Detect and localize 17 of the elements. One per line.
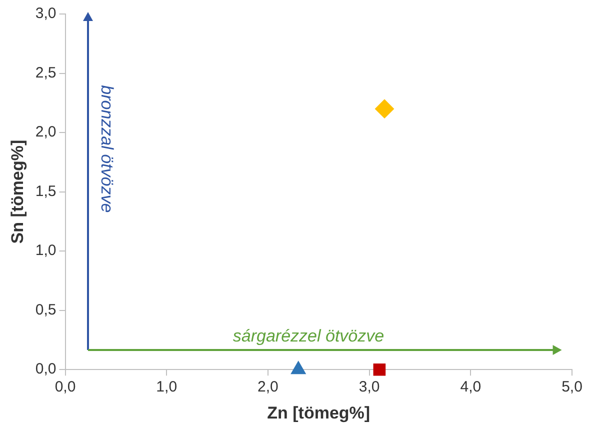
x-axis-title: Zn [tömeg%]	[267, 403, 370, 422]
y-tick-label: 2,5	[35, 64, 56, 82]
x-tick-label: 4,0	[460, 378, 482, 396]
y-tick-label: 1,0	[35, 242, 56, 260]
y-tick-label: 2,0	[35, 124, 56, 141]
x-tick-label: 0,0	[54, 378, 76, 396]
x-tick-label: 3,0	[358, 378, 380, 396]
annotation: bronzzal ötvözve	[97, 85, 116, 213]
y-tick-label: 0,0	[35, 360, 56, 378]
annotation: sárgarézzel ötvözve	[232, 326, 384, 346]
x-tick-label: 1,0	[156, 378, 178, 396]
y-tick-label: 3,0	[35, 5, 56, 22]
y-axis-title: Sn [tömeg%]	[8, 140, 27, 244]
y-tick-label: 1,5	[35, 182, 56, 200]
x-tick-label: 2,0	[258, 378, 278, 396]
y-tick-label: 0,5	[35, 301, 56, 318]
x-tick-label: 5,0	[562, 378, 582, 396]
